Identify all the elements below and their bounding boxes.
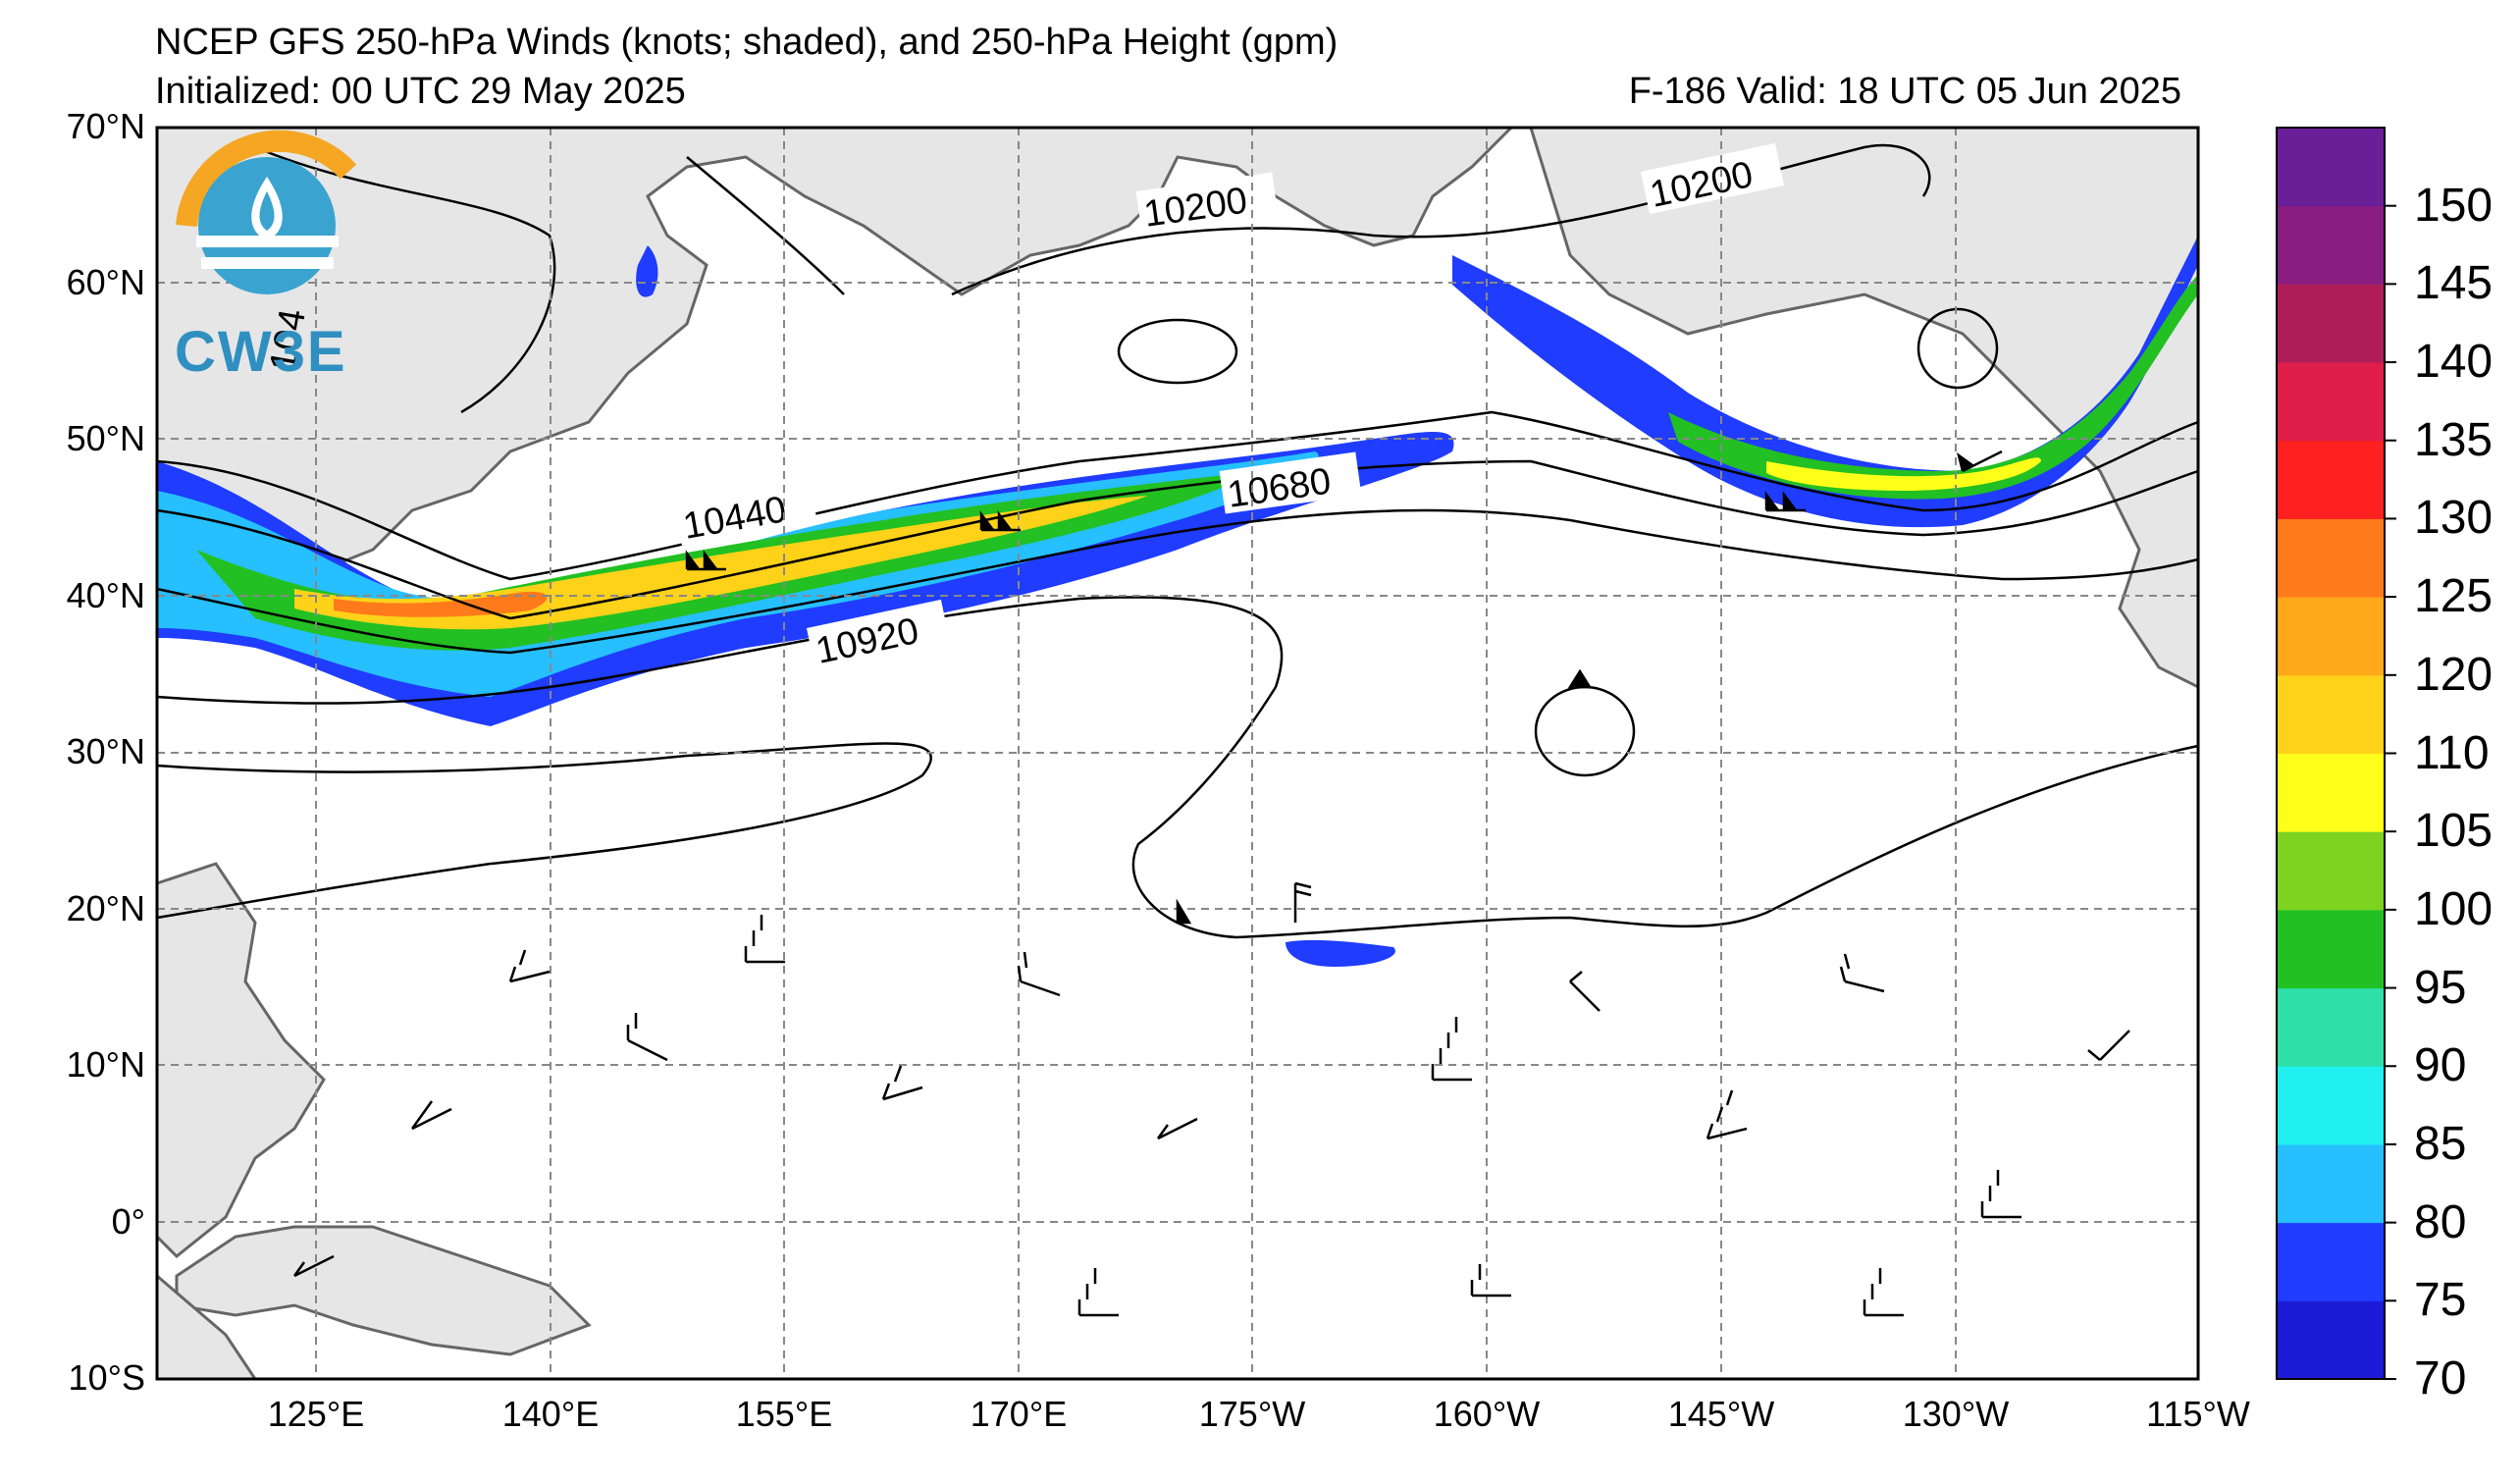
map-title: NCEP GFS 250-hPa Winds (knots; shaded), … (155, 22, 1339, 63)
lat-label-10s: 10°S (68, 1357, 145, 1398)
colorbar-segment (2277, 1143, 2385, 1224)
lat-label-40n: 40°N (66, 575, 145, 615)
lon-label-140e: 140°E (501, 1394, 600, 1434)
cw3e-logo-icon (176, 130, 357, 294)
colorbar-segment (2277, 284, 2385, 363)
lat-label-0: 0° (111, 1201, 145, 1242)
lon-label-170e: 170°E (970, 1394, 1068, 1434)
lon-label-155e: 155°E (735, 1394, 833, 1434)
contour-labels: 10200 10200 10440 10680 10920 104 (263, 142, 1785, 672)
colorbar-segment (2277, 440, 2385, 519)
colorbar-label: 85 (2414, 1117, 2467, 1170)
colorbar-label: 70 (2414, 1352, 2467, 1404)
colorbar-label: 145 (2414, 257, 2494, 310)
colorbar-label: 90 (2414, 1039, 2467, 1092)
colorbar-label: 150 (2414, 179, 2494, 232)
colorbar (2277, 128, 2396, 1380)
colorbar-segment (2277, 1066, 2385, 1145)
colorbar-segment (2277, 128, 2385, 207)
colorbar-segment (2277, 831, 2385, 911)
lat-label-50n: 50°N (66, 418, 145, 458)
colorbar-label: 135 (2414, 413, 2494, 466)
colorbar-label: 80 (2414, 1195, 2467, 1248)
colorbar-segment (2277, 205, 2385, 285)
colorbar-segment (2277, 362, 2385, 442)
colorbar-segment (2277, 987, 2385, 1067)
lat-label-60n: 60°N (66, 262, 145, 302)
logo-text: CW3E (175, 320, 347, 384)
colorbar-label: 95 (2414, 961, 2467, 1014)
colorbar-label: 125 (2414, 570, 2494, 623)
lon-label-125e: 125°E (267, 1394, 365, 1434)
colorbar-segment (2277, 597, 2385, 676)
colorbar-label: 130 (2414, 492, 2494, 545)
lat-label-70n: 70°N (66, 106, 145, 146)
colorbar-label: 105 (2414, 805, 2494, 858)
lat-label-30n: 30°N (66, 731, 145, 771)
lat-label-10n: 10°N (66, 1044, 145, 1085)
lon-label-130w: 130°W (1902, 1394, 2010, 1434)
colorbar-segment (2277, 1222, 2385, 1301)
lon-label-145w: 145°W (1667, 1394, 1775, 1434)
wind-barbs (292, 450, 2130, 1317)
colorbar-segment (2277, 674, 2385, 754)
valid-time: F-186 Valid: 18 UTC 05 Jun 2025 (1628, 71, 2181, 112)
colorbar-segment (2277, 1300, 2385, 1380)
colorbar-segment (2277, 753, 2385, 832)
lon-label-175w: 175°W (1198, 1394, 1306, 1434)
colorbar-label: 75 (2414, 1274, 2467, 1327)
colorbar-segment (2277, 909, 2385, 989)
colorbar-label: 140 (2414, 336, 2494, 389)
colorbar-label: 110 (2414, 726, 2490, 779)
colorbar-segment (2277, 518, 2385, 598)
lon-label-160w: 160°W (1433, 1394, 1541, 1434)
lat-label-20n: 20°N (66, 888, 145, 928)
lon-label-115w: 115°W (2146, 1394, 2250, 1434)
init-time: Initialized: 00 UTC 29 May 2025 (155, 71, 686, 112)
colorbar-label: 120 (2414, 648, 2494, 701)
colorbar-label: 100 (2414, 882, 2494, 935)
land-masses (155, 126, 2200, 1381)
